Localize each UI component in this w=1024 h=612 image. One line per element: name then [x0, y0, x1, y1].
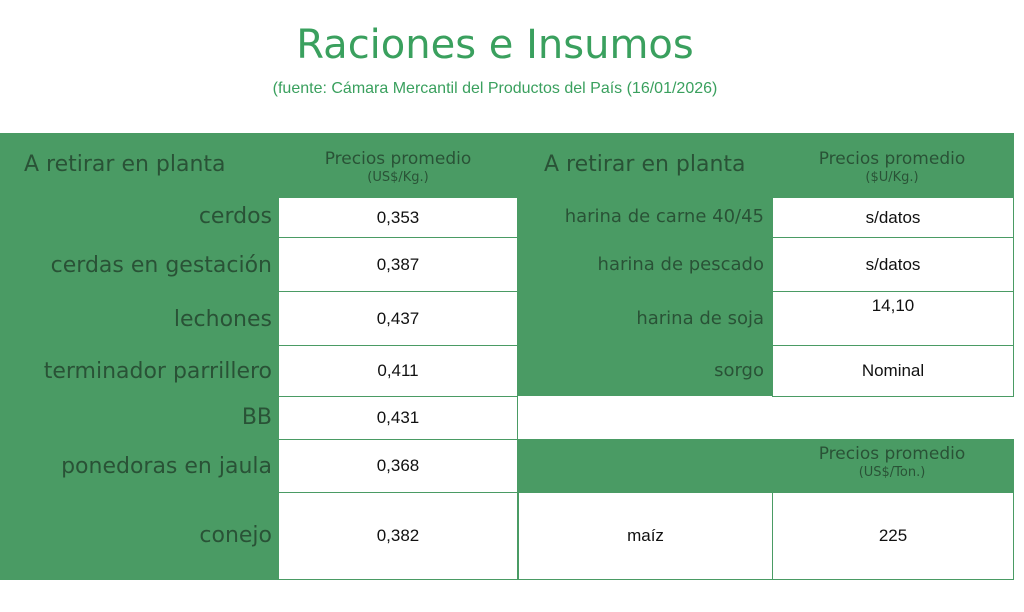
empty-area: [518, 396, 1014, 439]
left-col-unit: (US$/Kg.): [278, 169, 518, 187]
row-label: conejo: [0, 523, 272, 548]
row-value: s/datos: [772, 237, 1014, 292]
left-col-title: Precios promedio: [278, 149, 518, 169]
right-col-title: Precios promedio: [772, 149, 1012, 169]
right-heading: A retirar en planta: [544, 152, 746, 177]
price-table: A retirar en planta Precios promedio (US…: [0, 133, 1014, 580]
row-label: sorgo: [520, 360, 764, 381]
row-label: harina de pescado: [520, 254, 764, 275]
row-label: harina de carne 40/45: [520, 206, 764, 227]
row-value: 0,387: [278, 237, 518, 292]
page-title: Raciones e Insumos: [0, 22, 990, 68]
row-value: 0,431: [278, 396, 518, 440]
row-value: Nominal: [772, 345, 1014, 397]
row-value: 0,382: [278, 492, 518, 580]
row-label: harina de soja: [520, 308, 764, 329]
row-value: 0,353: [278, 197, 518, 238]
grain-col-title: Precios promedio: [772, 444, 1012, 464]
row-label: terminador parrillero: [0, 359, 272, 384]
row-value: 0,411: [278, 345, 518, 397]
right-col-unit: ($U/Kg.): [772, 169, 1012, 187]
grain-col-unit: (US$/Ton.): [772, 464, 1012, 482]
row-value: 14,10: [772, 291, 1014, 346]
row-label: BB: [0, 405, 272, 430]
left-column-header: Precios promedio (US$/Kg.): [278, 149, 518, 187]
grain-label: maíz: [518, 492, 773, 580]
left-heading: A retirar en planta: [24, 152, 226, 177]
row-label: cerdas en gestación: [0, 253, 272, 278]
grain-column-header: Precios promedio (US$/Ton.): [772, 444, 1012, 482]
row-value: s/datos: [772, 197, 1014, 238]
row-label: ponedoras en jaula: [0, 454, 272, 479]
row-value: 0,368: [278, 439, 518, 493]
source-subtitle: (fuente: Cámara Mercantil del Productos …: [0, 80, 990, 98]
row-label: cerdos: [0, 204, 272, 229]
row-label: lechones: [0, 307, 272, 332]
grain-value: 225: [772, 492, 1014, 580]
right-column-header: Precios promedio ($U/Kg.): [772, 149, 1012, 187]
row-value: 0,437: [278, 291, 518, 346]
